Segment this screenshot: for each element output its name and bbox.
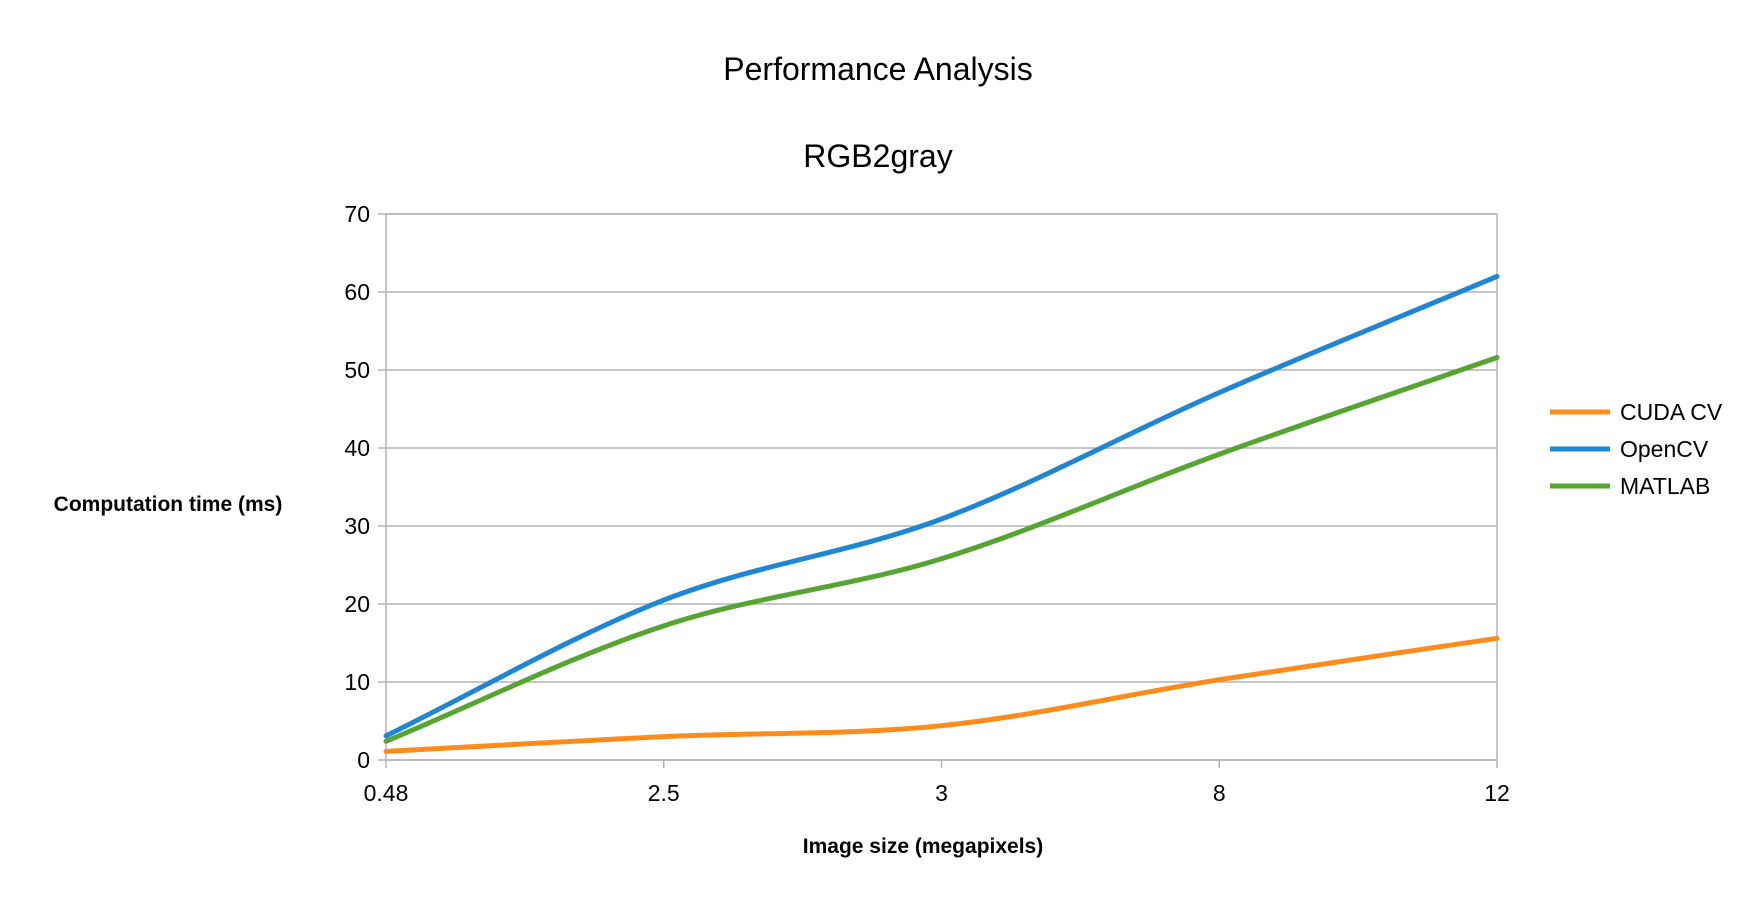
y-tick-label: 10: [344, 669, 370, 695]
x-axis-ticks: 0.48 2.5 3 8 12: [364, 760, 1510, 806]
y-tick-label: 40: [344, 435, 370, 461]
gridlines: [386, 213, 1497, 761]
x-tick-label: 3: [935, 780, 948, 806]
x-tick-label: 2.5: [648, 780, 680, 806]
y-axis-label: Computation time (ms): [54, 493, 283, 516]
series-line-opencv: [383, 273, 1500, 739]
y-tick-label: 50: [344, 357, 370, 383]
legend-label-matlab: MATLAB: [1620, 473, 1710, 499]
series-lines: [383, 273, 1500, 754]
y-tick-label: 70: [344, 201, 370, 227]
x-axis-label: Image size (megapixels): [803, 835, 1043, 858]
y-axis-ticks: 0 10 20 30 40 50 60 70: [344, 201, 386, 773]
x-tick-label: 12: [1484, 780, 1510, 806]
y-tick-label: 0: [357, 747, 370, 773]
y-tick-label: 20: [344, 591, 370, 617]
plot-area-border: [385, 213, 1498, 761]
chart-subtitle: RGB2gray: [803, 138, 952, 174]
y-tick-label: 30: [344, 513, 370, 539]
legend-label-cuda-cv: CUDA CV: [1620, 399, 1723, 425]
chart-title: Performance Analysis: [723, 51, 1032, 87]
x-tick-label: 0.48: [364, 780, 409, 806]
y-tick-label: 60: [344, 279, 370, 305]
x-tick-label: 8: [1213, 780, 1226, 806]
legend-label-opencv: OpenCV: [1620, 436, 1709, 462]
legend: CUDA CV OpenCV MATLAB: [1550, 399, 1723, 499]
series-line-cuda-cv: [383, 635, 1500, 754]
series-line-matlab: [383, 355, 1500, 744]
